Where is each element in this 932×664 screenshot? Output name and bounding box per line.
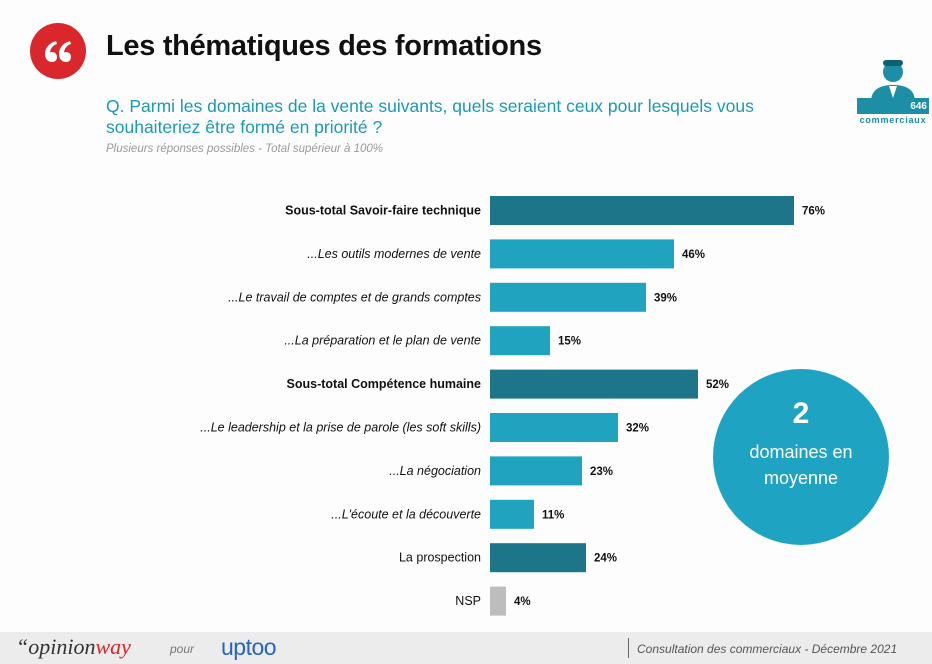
value-label: 4% [514,596,531,608]
value-label: 23% [590,466,613,478]
category-label: Sous-total Savoir-faire technique [285,204,481,218]
bar [490,196,794,225]
footer-pour: pour [170,642,195,656]
category-label: La prospection [399,551,481,565]
value-label: 24% [594,553,617,565]
average-bubble: 2 domaines en moyenne [713,369,889,545]
value-label: 15% [558,336,581,348]
footer-divider [628,638,629,658]
bar [490,326,550,356]
respondents-badge: 646 commerciaux [857,52,929,126]
category-label: ...La négociation [389,464,481,478]
respondents-label: commerciaux [859,115,927,125]
footer-caption: Consultation des commerciaux - Décembre … [637,642,898,656]
category-label: ...Les outils modernes de vente [307,247,481,261]
bar [490,499,534,529]
category-label: Sous-total Compétence humaine [287,377,482,391]
average-text: domaines en moyenne [749,442,853,488]
value-label: 76% [802,206,825,218]
opinionway-logo: “opinionway [16,634,131,659]
bar [490,586,506,616]
category-label: ...La préparation et le plan de vente [284,334,481,348]
value-label: 11% [542,509,564,521]
bar-chart: Sous-total Savoir-faire technique 76% ...L… [200,196,825,616]
bar [490,239,674,269]
bar [490,543,586,573]
opinionway-logo-accent: way [95,634,131,659]
bar [490,456,582,486]
footer: “opinionway pour uptoo Consultation des … [0,632,932,664]
survey-note: Plusieurs réponses possibles - Total sup… [106,143,384,155]
value-label: 39% [654,292,677,304]
quote-logo [30,23,86,79]
uptoo-logo: uptoo [221,634,277,660]
value-label: 52% [706,379,729,391]
value-label: 32% [626,423,649,435]
category-label: ...L'écoute et la découverte [331,507,481,521]
bar [490,369,698,399]
opinionway-logo-main: opinion [28,634,96,659]
category-label: ...Le leadership et la prise de parole (… [200,421,481,435]
respondents-count: 646 [910,101,927,112]
quote-marks-icon [45,41,71,62]
survey-question: Q. Parmi les domaines de la vente suivan… [106,96,754,137]
bar [490,282,646,312]
average-number: 2 [792,397,810,430]
category-label: NSP [455,594,481,608]
page-title: Les thématiques des formations [106,30,542,62]
person-silhouette-icon [857,60,929,114]
bar [490,413,618,442]
category-label: ...Le travail de comptes et de grands co… [228,290,481,304]
value-label: 46% [682,249,705,261]
